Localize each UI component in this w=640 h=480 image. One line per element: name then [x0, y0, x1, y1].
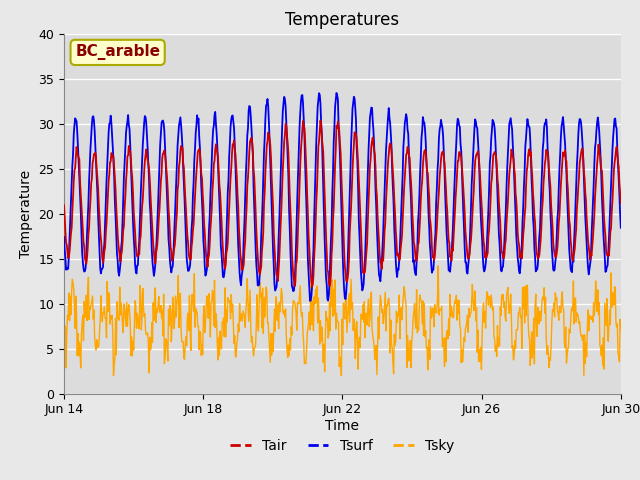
Title: Temperatures: Temperatures — [285, 11, 399, 29]
Y-axis label: Temperature: Temperature — [19, 169, 33, 258]
Legend: Tair, Tsurf, Tsky: Tair, Tsurf, Tsky — [225, 433, 460, 459]
X-axis label: Time: Time — [325, 419, 360, 433]
Text: BC_arable: BC_arable — [75, 44, 160, 60]
